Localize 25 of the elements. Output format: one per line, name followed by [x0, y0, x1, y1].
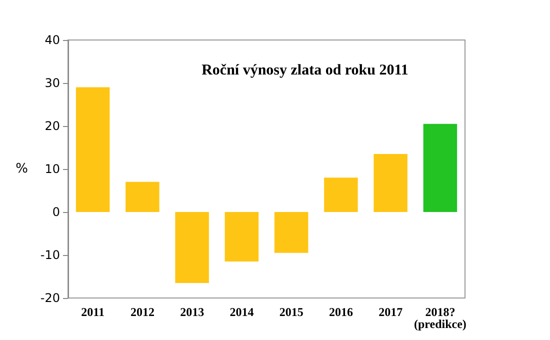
x-tick-label: 2013	[180, 305, 204, 319]
x-tick-label: 2014	[230, 305, 254, 319]
y-tick-label: 20	[44, 119, 60, 133]
y-tick-label: 30	[44, 76, 60, 90]
bar	[423, 124, 458, 212]
bar	[126, 182, 160, 212]
x-tick-label: 2017	[378, 305, 403, 319]
y-tick-label: -10	[40, 248, 60, 262]
x-tick-label: 2018? (predikce)	[414, 305, 466, 331]
bar	[175, 212, 209, 283]
x-tick-label: 2012	[130, 305, 154, 319]
y-tick-label: -20	[40, 291, 60, 305]
y-tick-label: 0	[52, 205, 60, 219]
bar	[374, 154, 408, 212]
bar	[324, 178, 358, 212]
x-tick-label: 2011	[81, 305, 104, 319]
y-tick-label: 40	[44, 33, 60, 47]
text: Roční výnosy zlata od roku 2011	[202, 62, 408, 78]
bar	[224, 212, 259, 262]
x-tick-label: 2016	[328, 305, 353, 319]
bar	[274, 212, 308, 253]
x-tick-label: 2015	[279, 305, 304, 319]
bar	[76, 87, 110, 212]
y-axis-title: %	[16, 162, 28, 176]
y-tick-label: 10	[44, 162, 60, 176]
